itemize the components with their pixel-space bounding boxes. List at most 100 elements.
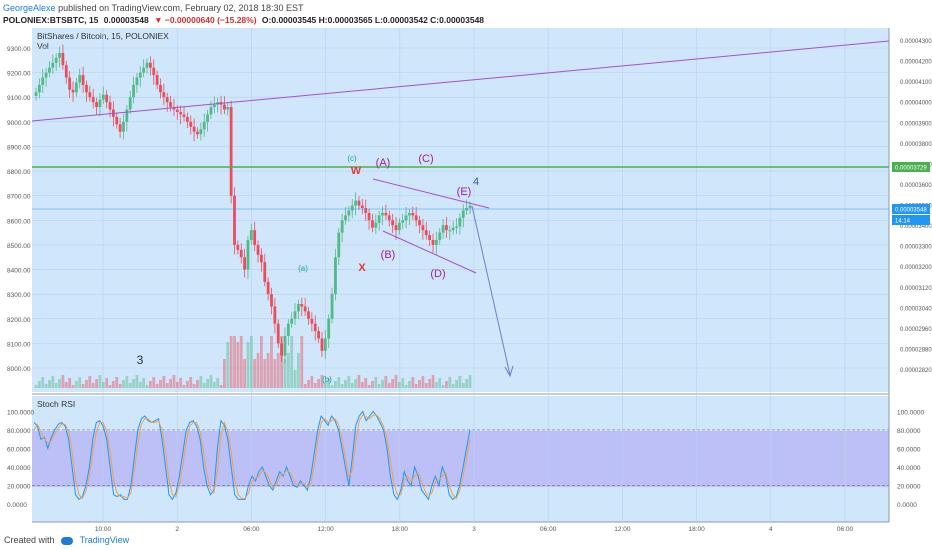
volume-bar	[185, 381, 189, 388]
candle-body	[357, 200, 361, 206]
wave-label: W	[351, 165, 362, 177]
time-tick: 4	[769, 526, 773, 533]
wave-label: (A)	[376, 157, 391, 169]
right-price-tick: 0.00003040	[900, 306, 932, 312]
candle-body	[256, 244, 260, 255]
volume-bar	[307, 380, 310, 388]
author-link[interactable]: GeorgeAlexe	[3, 3, 56, 13]
candle-body	[128, 97, 132, 110]
time-tick: 10:00	[95, 526, 112, 533]
candle-body	[175, 109, 179, 112]
volume-bar	[155, 384, 159, 388]
candle-body	[458, 217, 462, 227]
volume-bar	[74, 381, 78, 388]
stoch-band	[32, 431, 889, 487]
volume-bar	[256, 353, 260, 388]
volume-bar	[448, 377, 452, 388]
candle-body	[91, 97, 95, 103]
candle-body	[64, 65, 68, 78]
candle-body	[320, 338, 324, 351]
volume-bar	[233, 336, 236, 388]
main-pane-background	[32, 28, 889, 392]
volume-bar	[401, 378, 405, 388]
volume-bar	[458, 376, 462, 388]
candle-body	[303, 306, 307, 312]
candle-body	[115, 116, 119, 125]
right-price-tick: 0.00003120	[900, 286, 932, 292]
volume-bar	[465, 379, 469, 388]
candle-body	[300, 304, 304, 307]
volume-bar	[68, 378, 72, 388]
candle-body	[162, 92, 166, 98]
volume-bar	[192, 384, 196, 388]
volume-bar	[310, 376, 314, 388]
volume-bar	[364, 378, 368, 388]
volume-bar	[206, 379, 209, 388]
candle-body	[280, 343, 283, 356]
volume-bar	[317, 379, 321, 388]
rising-trendline	[31, 40, 890, 122]
volume-bar	[169, 379, 172, 388]
candle-body	[182, 114, 186, 117]
candle-body	[451, 227, 455, 231]
volume-bars	[34, 336, 472, 388]
candle-body	[448, 230, 452, 232]
candle-body	[327, 318, 331, 339]
time-tick: 3	[472, 526, 476, 533]
candle-body	[132, 84, 135, 98]
volume-bar	[424, 383, 428, 388]
volume-bar	[334, 381, 337, 388]
volume-bar	[202, 383, 206, 388]
wave-label: X	[358, 262, 366, 274]
stoch-right-tick: 80.0000	[897, 428, 921, 435]
volume-bar	[64, 382, 68, 388]
right-price-tick: 0.00003900	[900, 121, 932, 127]
triangle-lower-line	[382, 230, 477, 274]
volume-bar	[212, 382, 216, 388]
volume-bar	[434, 382, 438, 388]
volume-bar	[280, 336, 283, 388]
left-price-tick: 8100.00	[7, 341, 31, 348]
volume-bar	[374, 377, 378, 388]
candle-body	[455, 226, 458, 228]
volume-bar	[145, 385, 149, 388]
candle-body	[377, 215, 381, 223]
candle-body	[431, 240, 435, 245]
volume-bar	[391, 379, 395, 388]
candle-body	[404, 215, 408, 221]
stoch-left-tick: 20.0000	[7, 483, 31, 490]
candle-body	[78, 75, 82, 83]
candle-body	[461, 210, 465, 218]
candle-body	[468, 205, 472, 208]
candle-body	[391, 220, 395, 226]
right-price-tick: 0.00002820	[900, 368, 932, 374]
candle-body	[263, 262, 267, 282]
candle-body	[253, 230, 257, 245]
volume-bar	[320, 375, 324, 388]
volume-bar	[340, 384, 344, 388]
right-price-tick: 0.00004200	[900, 60, 932, 66]
candle-body	[41, 77, 45, 85]
candle-body	[68, 77, 72, 90]
tradingview-brand[interactable]: TradingView	[79, 535, 130, 545]
symbol-ohlc-line: POLONIEX:BTSBTC, 15 0.00003548 ▼ −0.0000…	[3, 15, 484, 25]
volume-bar	[44, 384, 48, 388]
candle-body	[350, 205, 354, 211]
volume-bar	[239, 336, 243, 388]
volume-bar	[300, 336, 304, 388]
candle-body	[202, 121, 206, 130]
wave-label: (a)	[298, 264, 308, 273]
candle-body	[37, 84, 41, 93]
volume-bar	[384, 376, 388, 388]
volume-bar	[397, 382, 401, 388]
candle-body	[297, 304, 300, 312]
volume-bar	[125, 376, 129, 388]
candle-body	[397, 222, 401, 231]
volume-bar	[88, 376, 92, 388]
candle-body	[408, 212, 411, 216]
volume-bar	[111, 381, 115, 388]
candle-body	[337, 232, 341, 258]
volume-bar	[350, 383, 354, 388]
candle-body	[98, 99, 102, 108]
